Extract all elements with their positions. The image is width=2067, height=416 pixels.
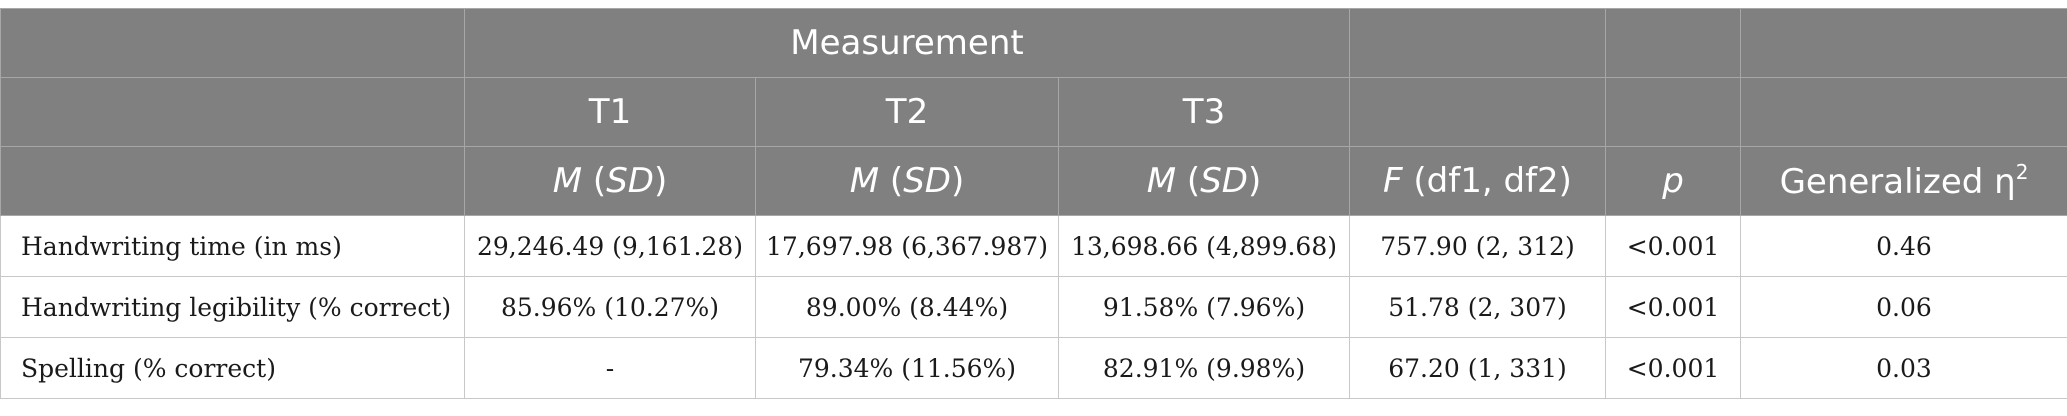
t1-header: T1 [464,77,756,147]
paren-close: ) [1247,161,1262,201]
t3-cell: 13,698.66 (4,899.68) [1058,215,1350,277]
row-label: Spelling (% correct) [0,337,465,399]
t2-cell: 79.34% (11.56%) [755,337,1059,399]
df-label: (df1, df2) [1402,161,1572,201]
header-empty-cell [1349,8,1606,78]
paren-close: ) [950,161,965,201]
t3-cell: 82.91% (9.98%) [1058,337,1350,399]
f-cell: 51.78 (2, 307) [1349,276,1606,338]
header-empty-cell [0,8,465,78]
t1-msd-header: M (SD) [464,146,756,216]
header-empty-cell [1740,8,2067,78]
paren-open: ( [582,161,607,201]
paren-open: ( [879,161,904,201]
t2-cell: 89.00% (8.44%) [755,276,1059,338]
p-cell: <0.001 [1605,337,1741,399]
header-empty-cell [1605,8,1741,78]
header-row-2: T1 T2 T3 [0,77,2067,147]
p-header: p [1605,146,1741,216]
t1-cell: 85.96% (10.27%) [464,276,756,338]
f-cell: 757.90 (2, 312) [1349,215,1606,277]
table-body: Handwriting time (in ms) 29,246.49 (9,16… [0,215,2067,399]
table-row: Handwriting legibility (% correct) 85.96… [0,276,2067,338]
t1-cell: 29,246.49 (9,161.28) [464,215,756,277]
t3-cell: 91.58% (7.96%) [1058,276,1350,338]
paren-close: ) [653,161,668,201]
table-header: Measurement T1 T2 T3 M (SD) M (SD) M (SD… [0,8,2067,216]
m-label: M [849,161,880,201]
t2-cell: 17,697.98 (6,367.987) [755,215,1059,277]
t2-msd-header: M (SD) [755,146,1059,216]
t3-header: T3 [1058,77,1350,147]
eta-cell: 0.46 [1740,215,2067,277]
row-label: Handwriting legibility (% correct) [0,276,465,338]
f-cell: 67.20 (1, 331) [1349,337,1606,399]
paren-open: ( [1176,161,1201,201]
m-label: M [552,161,583,201]
eta-cell: 0.03 [1740,337,2067,399]
table-row: Handwriting time (in ms) 29,246.49 (9,16… [0,215,2067,277]
eta-cell: 0.06 [1740,276,2067,338]
f-header: F (df1, df2) [1349,146,1606,216]
eta-label: Generalized η [1779,162,2016,202]
header-empty-cell [0,77,465,147]
p-cell: <0.001 [1605,215,1741,277]
header-empty-cell [0,146,465,216]
eta-header: Generalized η2 [1740,146,2067,216]
sd-label: SD [606,161,654,201]
measurement-header: Measurement [464,8,1350,78]
m-label: M [1146,161,1177,201]
sd-label: SD [1200,161,1248,201]
row-label: Handwriting time (in ms) [0,215,465,277]
header-row-3: M (SD) M (SD) M (SD) F (df1, df2) p Gene… [0,146,2067,216]
t3-msd-header: M (SD) [1058,146,1350,216]
table-row: Spelling (% correct) - 79.34% (11.56%) 8… [0,337,2067,399]
t2-header: T2 [755,77,1059,147]
sd-label: SD [903,161,951,201]
t1-cell: - [464,337,756,399]
f-label: F [1383,161,1403,201]
header-empty-cell [1605,77,1741,147]
eta-superscript: 2 [2015,160,2029,184]
header-empty-cell [1740,77,2067,147]
p-cell: <0.001 [1605,276,1741,338]
header-empty-cell [1349,77,1606,147]
header-row-1: Measurement [0,8,2067,78]
results-table: Measurement T1 T2 T3 M (SD) M (SD) M (SD… [0,8,2067,399]
